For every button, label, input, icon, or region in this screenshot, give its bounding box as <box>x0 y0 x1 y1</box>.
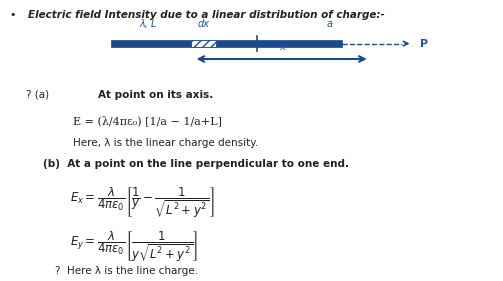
Text: ?  Here λ is the line charge.: ? Here λ is the line charge. <box>55 266 198 276</box>
Text: x: x <box>279 42 285 52</box>
Text: Electric field Intensity due to a linear distribution of charge:-: Electric field Intensity due to a linear… <box>28 10 384 20</box>
Text: At point on its axis.: At point on its axis. <box>98 90 213 100</box>
Text: ? (a): ? (a) <box>26 90 49 100</box>
Text: dx: dx <box>198 19 210 29</box>
Text: $E_x = \dfrac{\lambda}{4\pi\varepsilon_0} \left[\dfrac{1}{y} - \dfrac{1}{\sqrt{L: $E_x = \dfrac{\lambda}{4\pi\varepsilon_0… <box>70 185 215 220</box>
Text: $E_y = \dfrac{\lambda}{4\pi\varepsilon_0} \left[\dfrac{1}{y\sqrt{L^2+y^2}}\right: $E_y = \dfrac{\lambda}{4\pi\varepsilon_0… <box>70 229 199 264</box>
Bar <box>191 40 216 47</box>
Text: P: P <box>420 38 428 49</box>
Text: (b)  At a point on the line perpendicular to one end.: (b) At a point on the line perpendicular… <box>43 159 349 169</box>
Text: a: a <box>326 19 332 29</box>
Bar <box>111 40 342 47</box>
Text: E = (λ/4πε₀) [1/a − 1/a+L]: E = (λ/4πε₀) [1/a − 1/a+L] <box>73 115 222 126</box>
Text: Here, λ is the linear charge density.: Here, λ is the linear charge density. <box>73 138 258 148</box>
Text: •: • <box>9 10 16 20</box>
Text: λ, L: λ, L <box>140 19 157 29</box>
